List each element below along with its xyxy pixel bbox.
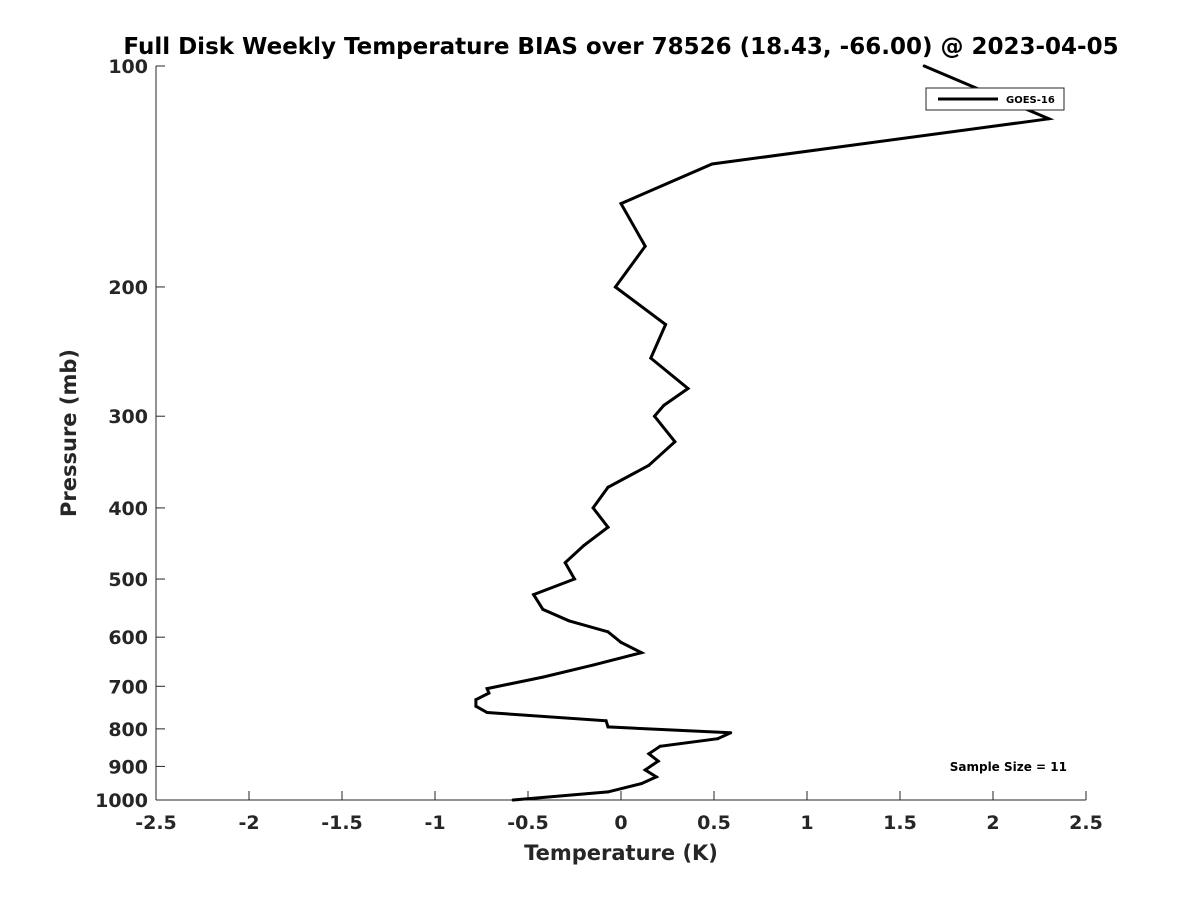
x-tick-label: 2.5 <box>1069 812 1103 834</box>
x-tick-label: -1 <box>424 812 445 834</box>
y-tick-label: 900 <box>108 756 148 778</box>
data-point <box>647 463 651 467</box>
data-point <box>647 752 651 756</box>
data-point <box>591 506 595 510</box>
y-axis-ticks: 100 200 300 400 500 600 700 800 900 1000 <box>95 56 165 812</box>
y-tick-label: 1000 <box>95 790 148 812</box>
data-point <box>604 719 608 723</box>
data-point <box>487 691 491 695</box>
data-point <box>716 737 720 741</box>
x-tick-label: 2 <box>986 812 999 834</box>
data-point <box>573 577 576 581</box>
data-point <box>606 630 610 634</box>
data-point <box>686 387 690 390</box>
y-tick-label: 200 <box>108 277 148 299</box>
data-point <box>1047 117 1051 121</box>
data-point <box>922 64 926 68</box>
y-tick-label: 400 <box>108 498 148 520</box>
data-point <box>673 440 677 444</box>
data-point <box>656 759 660 763</box>
y-tick-label: 700 <box>108 676 148 698</box>
data-point <box>582 544 586 547</box>
data-point <box>532 593 536 597</box>
data-point <box>606 725 610 729</box>
chart-title: Full Disk Weekly Temperature BIAS over 7… <box>123 34 1118 60</box>
series-line-goes-16 <box>474 64 1055 802</box>
sample-size-annotation: Sample Size = 11 <box>950 760 1067 774</box>
x-tick-label: -2 <box>238 812 259 834</box>
x-tick-label: -1.5 <box>321 812 363 834</box>
data-point <box>619 202 623 206</box>
data-point <box>654 775 658 779</box>
data-point <box>485 711 489 714</box>
data-point <box>474 698 478 702</box>
data-point <box>643 244 647 248</box>
data-point <box>485 687 489 691</box>
y-tick-label: 800 <box>108 719 148 741</box>
legend: GOES-16 <box>925 87 1065 111</box>
data-point <box>662 403 666 407</box>
data-point <box>511 798 515 802</box>
data-point <box>729 731 733 735</box>
data-point <box>658 744 662 748</box>
data-point <box>653 414 656 418</box>
series-points <box>474 64 1051 802</box>
data-point <box>664 323 668 326</box>
x-tick-label: 0 <box>614 812 627 834</box>
data-point <box>474 704 478 708</box>
x-tick-label: 1.5 <box>883 812 917 834</box>
data-point <box>567 619 571 623</box>
y-tick-label: 100 <box>108 56 148 78</box>
y-axis-label: Pressure (mb) <box>57 349 81 517</box>
legend-label-goes-16: GOES-16 <box>1006 95 1055 106</box>
data-point <box>591 663 595 667</box>
data-point <box>640 651 643 655</box>
y-tick-label: 300 <box>108 406 148 428</box>
data-point <box>640 782 643 786</box>
data-point <box>606 790 610 794</box>
data-point <box>619 640 623 644</box>
x-axis-ticks: -2.5 -2 -1.5 -1 -0.5 0 0.5 1 1.5 2 2.5 <box>135 791 1103 834</box>
x-axis-label: Temperature (K) <box>524 841 718 865</box>
data-point <box>649 356 653 360</box>
data-point <box>606 525 610 529</box>
y-tick-label: 600 <box>108 627 148 649</box>
data-point <box>541 675 545 679</box>
x-tick-label: -0.5 <box>507 812 549 834</box>
data-point <box>541 607 545 611</box>
data-point <box>563 561 567 565</box>
data-point <box>643 768 647 772</box>
y-tick-label: 500 <box>108 569 148 591</box>
data-point <box>710 162 714 166</box>
data-point <box>606 485 610 489</box>
data-point <box>613 285 617 289</box>
x-tick-label: 0.5 <box>697 812 731 834</box>
x-tick-label: -2.5 <box>135 812 177 834</box>
x-tick-label: 1 <box>800 812 813 834</box>
